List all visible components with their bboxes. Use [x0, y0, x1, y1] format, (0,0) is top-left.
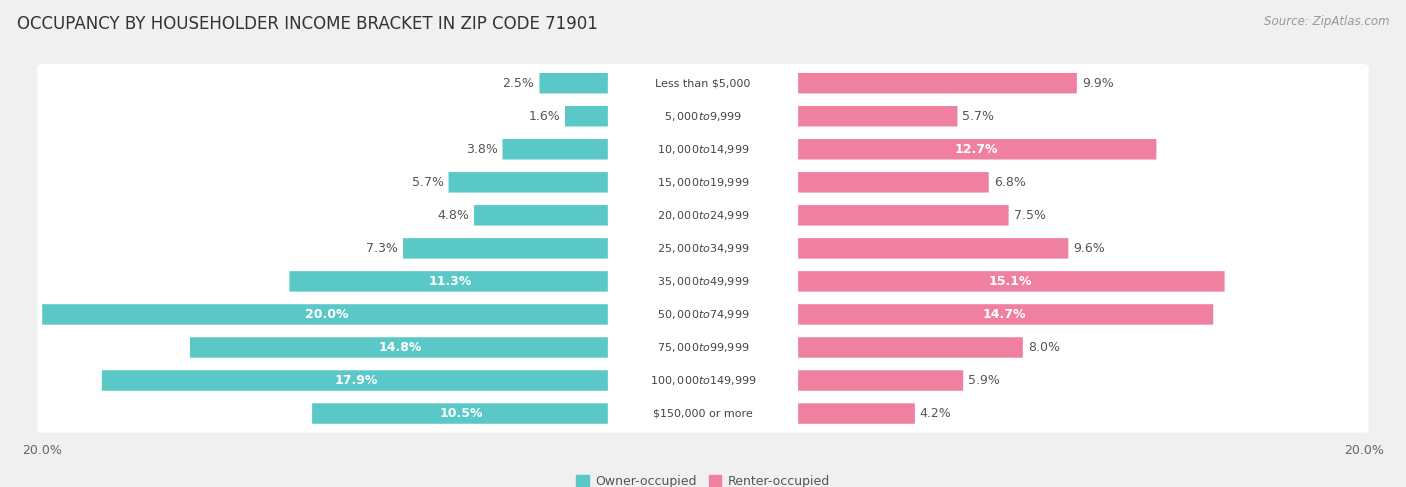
FancyBboxPatch shape: [474, 205, 610, 225]
FancyBboxPatch shape: [796, 370, 963, 391]
FancyBboxPatch shape: [607, 136, 799, 162]
FancyBboxPatch shape: [37, 196, 1369, 235]
FancyBboxPatch shape: [796, 205, 1008, 225]
FancyBboxPatch shape: [37, 97, 1369, 135]
FancyBboxPatch shape: [37, 130, 1369, 169]
FancyBboxPatch shape: [796, 238, 1069, 259]
FancyBboxPatch shape: [37, 394, 1369, 432]
Text: 5.9%: 5.9%: [969, 374, 1000, 387]
Text: 10.5%: 10.5%: [440, 407, 484, 420]
Text: $100,000 to $149,999: $100,000 to $149,999: [650, 374, 756, 387]
FancyBboxPatch shape: [607, 368, 799, 393]
Text: 15.1%: 15.1%: [988, 275, 1032, 288]
FancyBboxPatch shape: [796, 403, 915, 424]
Text: 2.5%: 2.5%: [502, 77, 534, 90]
Text: 5.7%: 5.7%: [412, 176, 443, 189]
FancyBboxPatch shape: [607, 203, 799, 228]
Text: 3.8%: 3.8%: [465, 143, 498, 156]
Text: 9.6%: 9.6%: [1073, 242, 1105, 255]
FancyBboxPatch shape: [607, 401, 799, 427]
Text: 1.6%: 1.6%: [529, 110, 560, 123]
Text: 4.8%: 4.8%: [437, 209, 470, 222]
Text: $50,000 to $74,999: $50,000 to $74,999: [657, 308, 749, 321]
Legend: Owner-occupied, Renter-occupied: Owner-occupied, Renter-occupied: [571, 470, 835, 487]
FancyBboxPatch shape: [796, 304, 1213, 325]
FancyBboxPatch shape: [37, 361, 1369, 400]
FancyBboxPatch shape: [607, 335, 799, 360]
FancyBboxPatch shape: [607, 301, 799, 327]
FancyBboxPatch shape: [37, 229, 1369, 267]
FancyBboxPatch shape: [312, 403, 610, 424]
Text: $15,000 to $19,999: $15,000 to $19,999: [657, 176, 749, 189]
FancyBboxPatch shape: [607, 103, 799, 129]
Text: $10,000 to $14,999: $10,000 to $14,999: [657, 143, 749, 156]
FancyBboxPatch shape: [796, 106, 957, 127]
Text: 17.9%: 17.9%: [335, 374, 378, 387]
Text: Less than $5,000: Less than $5,000: [655, 78, 751, 88]
Text: OCCUPANCY BY HOUSEHOLDER INCOME BRACKET IN ZIP CODE 71901: OCCUPANCY BY HOUSEHOLDER INCOME BRACKET …: [17, 15, 598, 33]
Text: 11.3%: 11.3%: [429, 275, 471, 288]
Text: 8.0%: 8.0%: [1028, 341, 1060, 354]
Text: 14.7%: 14.7%: [983, 308, 1026, 321]
Text: 20.0%: 20.0%: [305, 308, 349, 321]
FancyBboxPatch shape: [404, 238, 610, 259]
FancyBboxPatch shape: [449, 172, 610, 192]
Text: 6.8%: 6.8%: [994, 176, 1025, 189]
FancyBboxPatch shape: [37, 295, 1369, 334]
FancyBboxPatch shape: [101, 370, 610, 391]
Text: 5.7%: 5.7%: [963, 110, 994, 123]
FancyBboxPatch shape: [607, 236, 799, 261]
Text: $20,000 to $24,999: $20,000 to $24,999: [657, 209, 749, 222]
Text: $35,000 to $49,999: $35,000 to $49,999: [657, 275, 749, 288]
Text: Source: ZipAtlas.com: Source: ZipAtlas.com: [1264, 15, 1389, 28]
FancyBboxPatch shape: [796, 172, 988, 192]
FancyBboxPatch shape: [796, 271, 1225, 292]
Text: $25,000 to $34,999: $25,000 to $34,999: [657, 242, 749, 255]
FancyBboxPatch shape: [37, 163, 1369, 202]
Text: 9.9%: 9.9%: [1081, 77, 1114, 90]
FancyBboxPatch shape: [37, 328, 1369, 367]
Text: $150,000 or more: $150,000 or more: [654, 409, 752, 418]
Text: $5,000 to $9,999: $5,000 to $9,999: [664, 110, 742, 123]
Text: 7.5%: 7.5%: [1014, 209, 1046, 222]
FancyBboxPatch shape: [37, 262, 1369, 300]
FancyBboxPatch shape: [607, 70, 799, 96]
FancyBboxPatch shape: [190, 337, 610, 358]
FancyBboxPatch shape: [796, 139, 1156, 160]
FancyBboxPatch shape: [607, 268, 799, 294]
Text: $75,000 to $99,999: $75,000 to $99,999: [657, 341, 749, 354]
FancyBboxPatch shape: [290, 271, 610, 292]
FancyBboxPatch shape: [502, 139, 610, 160]
Text: 7.3%: 7.3%: [366, 242, 398, 255]
FancyBboxPatch shape: [565, 106, 610, 127]
Text: 12.7%: 12.7%: [955, 143, 998, 156]
FancyBboxPatch shape: [540, 73, 610, 94]
FancyBboxPatch shape: [607, 169, 799, 195]
Text: 14.8%: 14.8%: [378, 341, 422, 354]
FancyBboxPatch shape: [42, 304, 610, 325]
Text: 4.2%: 4.2%: [920, 407, 952, 420]
FancyBboxPatch shape: [796, 337, 1022, 358]
FancyBboxPatch shape: [37, 64, 1369, 102]
FancyBboxPatch shape: [796, 73, 1077, 94]
